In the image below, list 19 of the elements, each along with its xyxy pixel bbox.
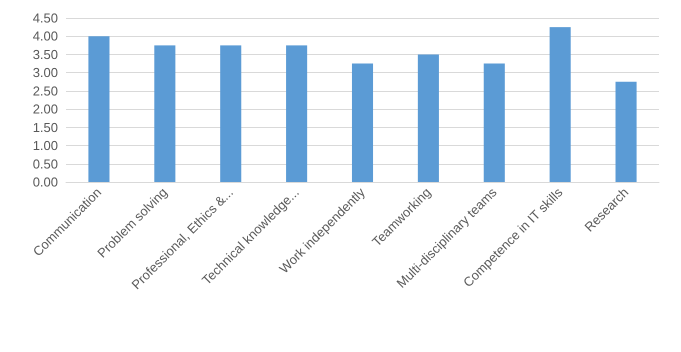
bar xyxy=(154,45,176,182)
bar xyxy=(418,54,439,182)
y-tick-label: 3.50 xyxy=(32,46,58,62)
y-tick-label: 1.00 xyxy=(32,138,58,154)
y-tick-label: 1.50 xyxy=(32,120,58,135)
bar xyxy=(484,64,505,182)
bar xyxy=(616,82,637,182)
y-tick-label: 2.50 xyxy=(32,83,58,98)
bar xyxy=(286,45,308,182)
bar xyxy=(220,45,242,182)
bar xyxy=(550,27,571,182)
y-tick-label: 3.00 xyxy=(32,65,58,80)
y-tick-label: 2.00 xyxy=(32,102,58,117)
y-tick-label: 0.00 xyxy=(32,174,58,190)
bar xyxy=(352,64,374,182)
bar xyxy=(88,36,110,182)
y-tick-label: 0.50 xyxy=(32,156,58,172)
y-tick-label: 4.50 xyxy=(32,10,58,26)
y-tick-label: 4.00 xyxy=(32,28,58,44)
